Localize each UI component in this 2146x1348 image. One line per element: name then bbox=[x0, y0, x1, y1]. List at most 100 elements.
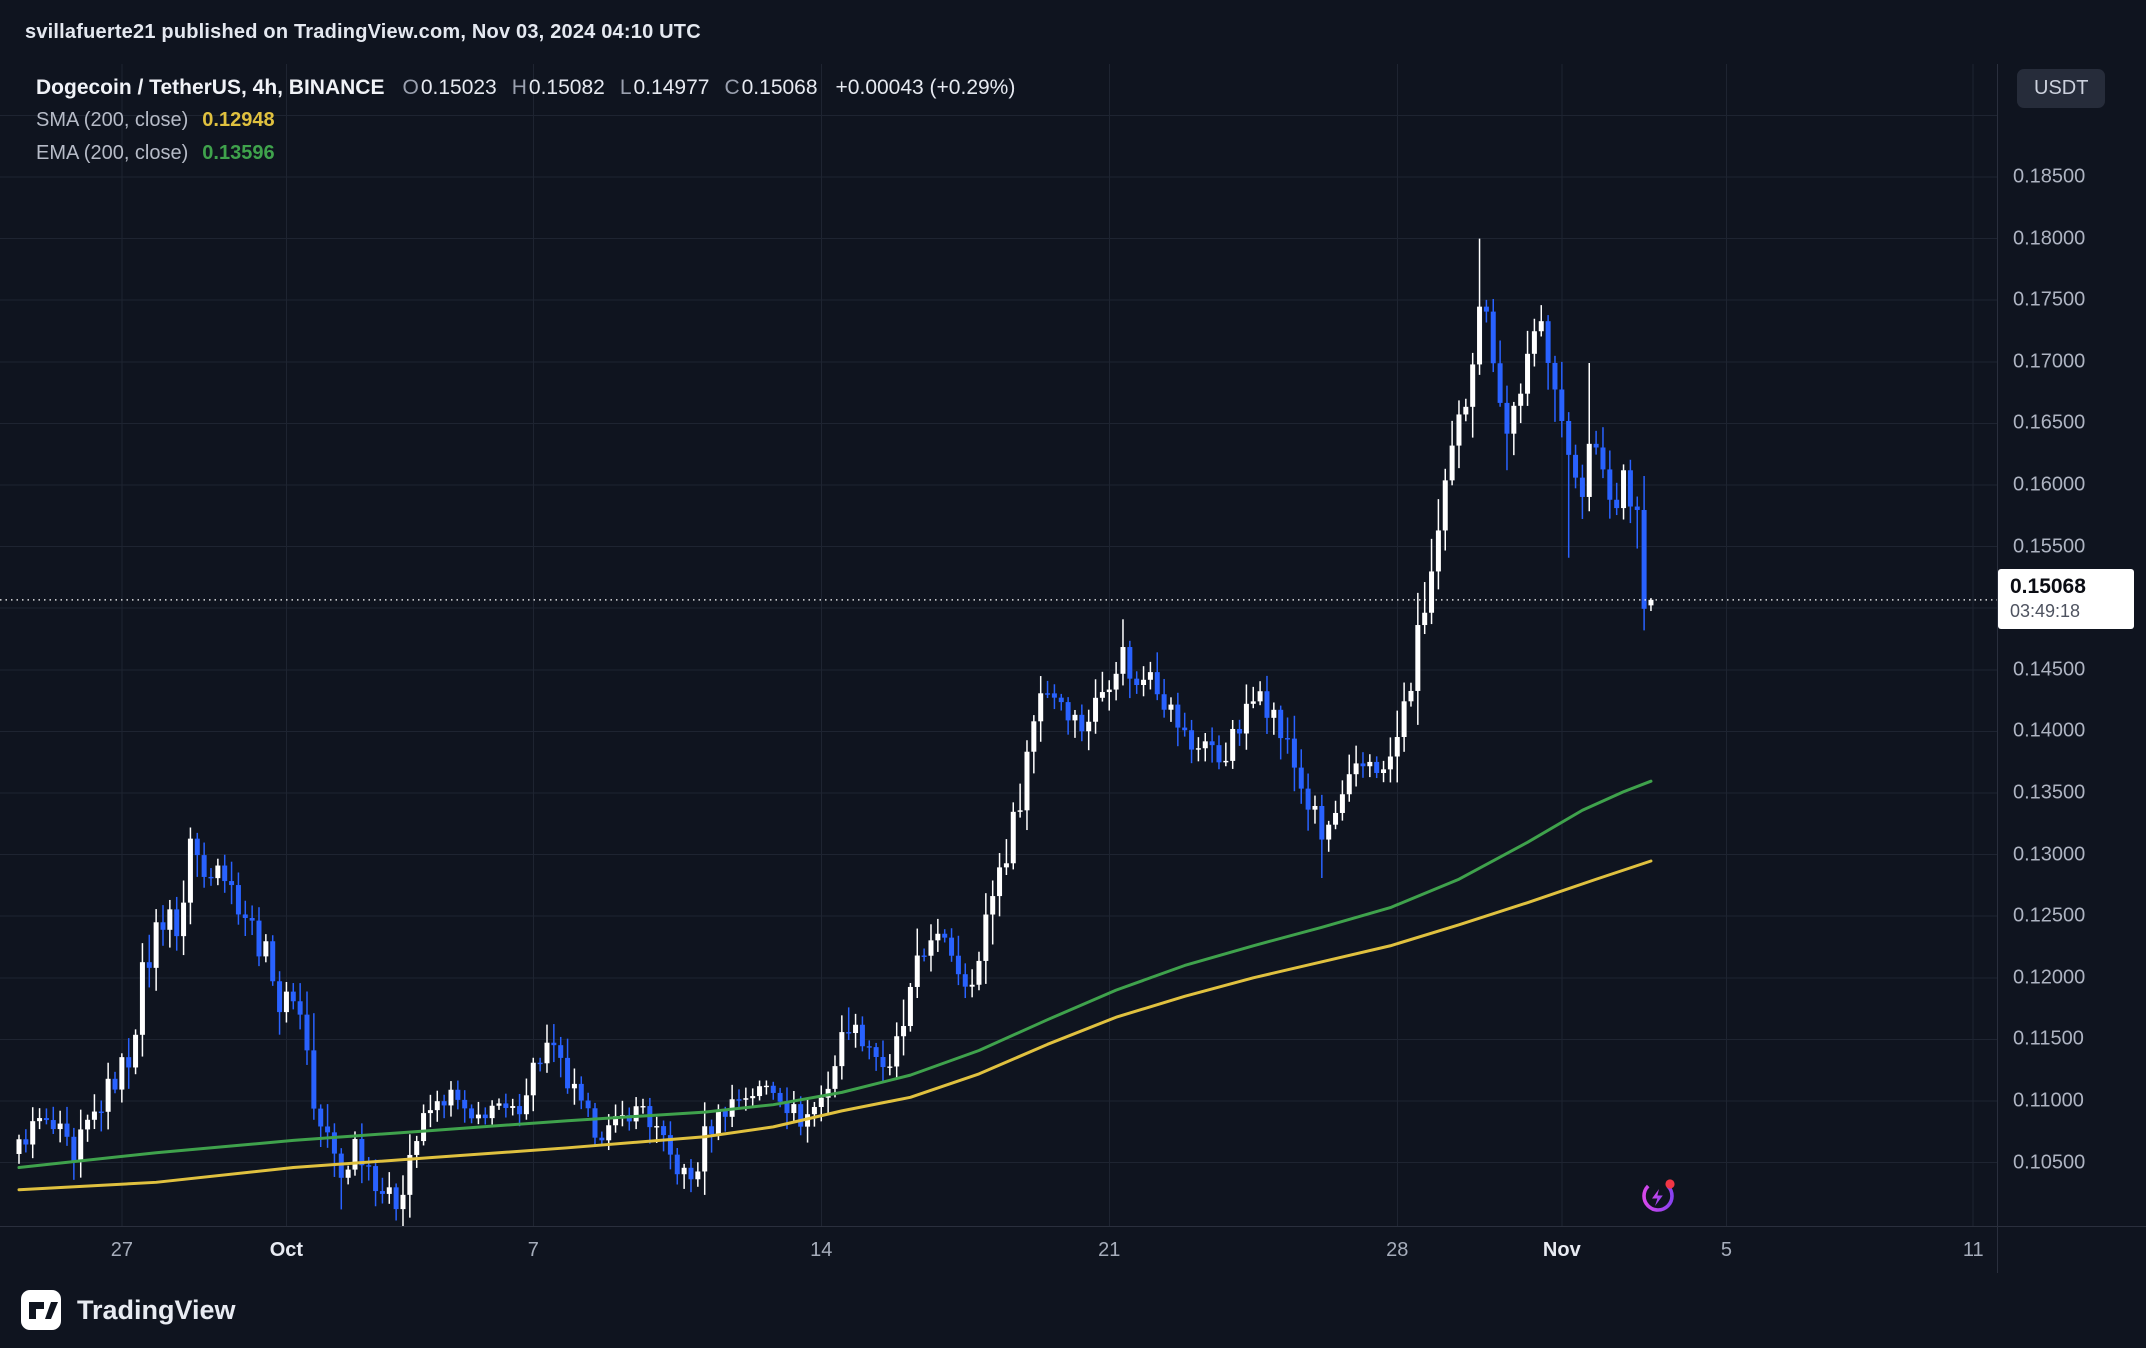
symbol-title[interactable]: Dogecoin / TetherUS, 4h, BINANCE bbox=[36, 76, 385, 99]
candle bbox=[1106, 680, 1112, 711]
ohlc-item: H 0.15082 bbox=[511, 76, 605, 99]
chart-legend: Dogecoin / TetherUS, 4h, BINANCE O 0.1502… bbox=[36, 72, 1015, 170]
candle bbox=[839, 1015, 845, 1080]
candle bbox=[1621, 464, 1627, 520]
time-axis[interactable]: 27 Oct 7 14 21 28 Nov 5 11 bbox=[0, 1226, 2146, 1273]
candle bbox=[1442, 468, 1448, 551]
candle bbox=[455, 1080, 461, 1110]
candle bbox=[674, 1148, 680, 1185]
candle bbox=[1134, 671, 1140, 694]
tradingview-logo-icon[interactable] bbox=[20, 1289, 62, 1331]
candle bbox=[1278, 705, 1284, 760]
candle bbox=[1175, 692, 1181, 747]
candle bbox=[928, 924, 934, 972]
candle bbox=[681, 1163, 687, 1189]
sma-value: 0.12948 bbox=[202, 109, 275, 131]
candle bbox=[57, 1110, 63, 1143]
candle bbox=[1463, 398, 1469, 422]
candle bbox=[530, 1057, 536, 1112]
candle bbox=[386, 1172, 392, 1204]
bar-countdown: 03:49:18 bbox=[2010, 601, 2081, 622]
candle bbox=[112, 1071, 118, 1094]
candle bbox=[167, 899, 173, 948]
price-axis[interactable]: USDT 0.15068 03:49:18 0.18500 0.18000 0.17… bbox=[1997, 64, 2146, 1226]
candle bbox=[894, 1022, 900, 1080]
candle bbox=[1051, 684, 1057, 710]
candle bbox=[1038, 676, 1044, 742]
candle bbox=[750, 1088, 756, 1108]
candle bbox=[523, 1078, 529, 1120]
indicator-legend-ema[interactable]: EMA (200, close) 0.13596 bbox=[36, 137, 1015, 170]
price-label: 0.17000 bbox=[2013, 350, 2086, 373]
chart-svg[interactable] bbox=[0, 64, 1997, 1226]
candle bbox=[1627, 459, 1633, 524]
time-tick-28: 28 bbox=[1386, 1238, 1409, 1261]
candle bbox=[242, 900, 248, 937]
candle bbox=[71, 1127, 77, 1180]
candle bbox=[496, 1098, 502, 1110]
ema-line[interactable] bbox=[17, 779, 1653, 1170]
footer-brand[interactable]: TradingView bbox=[77, 1294, 236, 1325]
candle bbox=[1381, 760, 1387, 783]
candle bbox=[1024, 740, 1030, 831]
price-label: 0.13000 bbox=[2013, 843, 2086, 866]
candle bbox=[551, 1024, 557, 1063]
candle bbox=[619, 1100, 625, 1127]
candle bbox=[626, 1107, 632, 1131]
price-label: 0.16000 bbox=[2013, 473, 2086, 496]
candle bbox=[1429, 538, 1435, 625]
candle bbox=[667, 1121, 673, 1170]
candle bbox=[1086, 709, 1092, 751]
candle bbox=[1326, 820, 1332, 852]
candle bbox=[194, 832, 200, 877]
currency-button[interactable]: USDT bbox=[2017, 69, 2106, 108]
candle bbox=[1353, 745, 1359, 787]
price-label: 0.18500 bbox=[2013, 165, 2086, 188]
candle bbox=[331, 1123, 337, 1177]
candle bbox=[64, 1106, 70, 1146]
candle bbox=[688, 1159, 694, 1193]
candle bbox=[352, 1131, 358, 1176]
candle bbox=[791, 1091, 797, 1121]
indicator-legend-sma[interactable]: SMA (200, close) 0.12948 bbox=[36, 104, 1015, 137]
candle bbox=[736, 1089, 742, 1110]
time-tick-7: 7 bbox=[527, 1238, 539, 1261]
candle bbox=[1209, 727, 1215, 763]
price-label: 0.14500 bbox=[2013, 658, 2086, 681]
candle bbox=[832, 1055, 838, 1098]
candle bbox=[955, 935, 961, 986]
candle bbox=[146, 934, 152, 988]
candle bbox=[1312, 795, 1318, 824]
candle bbox=[1017, 783, 1023, 818]
candle bbox=[1593, 430, 1599, 455]
candle bbox=[1600, 427, 1606, 479]
chart-area[interactable]: Dogecoin / TetherUS, 4h, BINANCE O 0.1502… bbox=[0, 64, 2146, 1226]
candle bbox=[1374, 756, 1380, 779]
candle bbox=[270, 935, 276, 986]
candle bbox=[1531, 318, 1537, 367]
candle bbox=[283, 981, 289, 1023]
candle bbox=[311, 1013, 317, 1120]
candle bbox=[1401, 682, 1407, 752]
candle bbox=[901, 999, 907, 1056]
candle bbox=[517, 1093, 523, 1127]
candle bbox=[181, 880, 187, 956]
publish-flash-icon[interactable] bbox=[1636, 1172, 1682, 1218]
candle bbox=[160, 905, 166, 946]
sma-line[interactable] bbox=[17, 859, 1653, 1192]
candle bbox=[1497, 340, 1503, 407]
candle bbox=[846, 1007, 852, 1041]
candle bbox=[880, 1040, 886, 1082]
candle bbox=[859, 1016, 865, 1052]
candle bbox=[43, 1108, 49, 1125]
price-label: 0.16500 bbox=[2013, 411, 2086, 434]
candle bbox=[565, 1038, 571, 1094]
candle bbox=[1634, 496, 1640, 549]
candle bbox=[544, 1024, 550, 1073]
candle bbox=[907, 982, 913, 1032]
time-tick-14: 14 bbox=[810, 1238, 833, 1261]
symbol-legend-row[interactable]: Dogecoin / TetherUS, 4h, BINANCE O 0.1502… bbox=[36, 72, 1015, 104]
candle bbox=[887, 1054, 893, 1076]
candle bbox=[1271, 702, 1277, 735]
candle bbox=[277, 971, 283, 1035]
